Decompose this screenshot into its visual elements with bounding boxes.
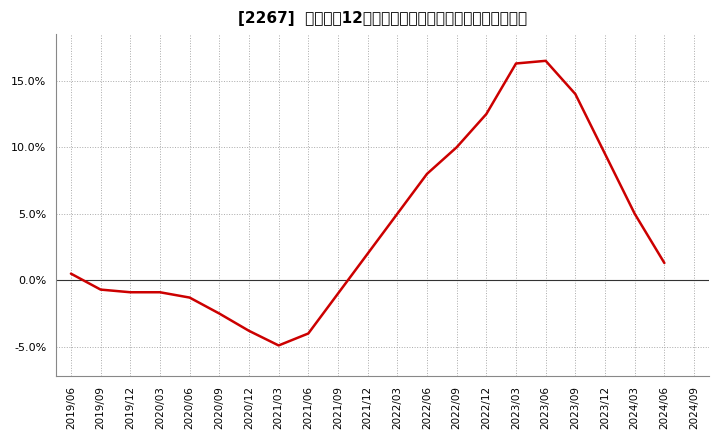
Title: [2267]  売上高の12か月移動合計の対前年同期増減率の推移: [2267] 売上高の12か月移動合計の対前年同期増減率の推移 [238,11,527,26]
